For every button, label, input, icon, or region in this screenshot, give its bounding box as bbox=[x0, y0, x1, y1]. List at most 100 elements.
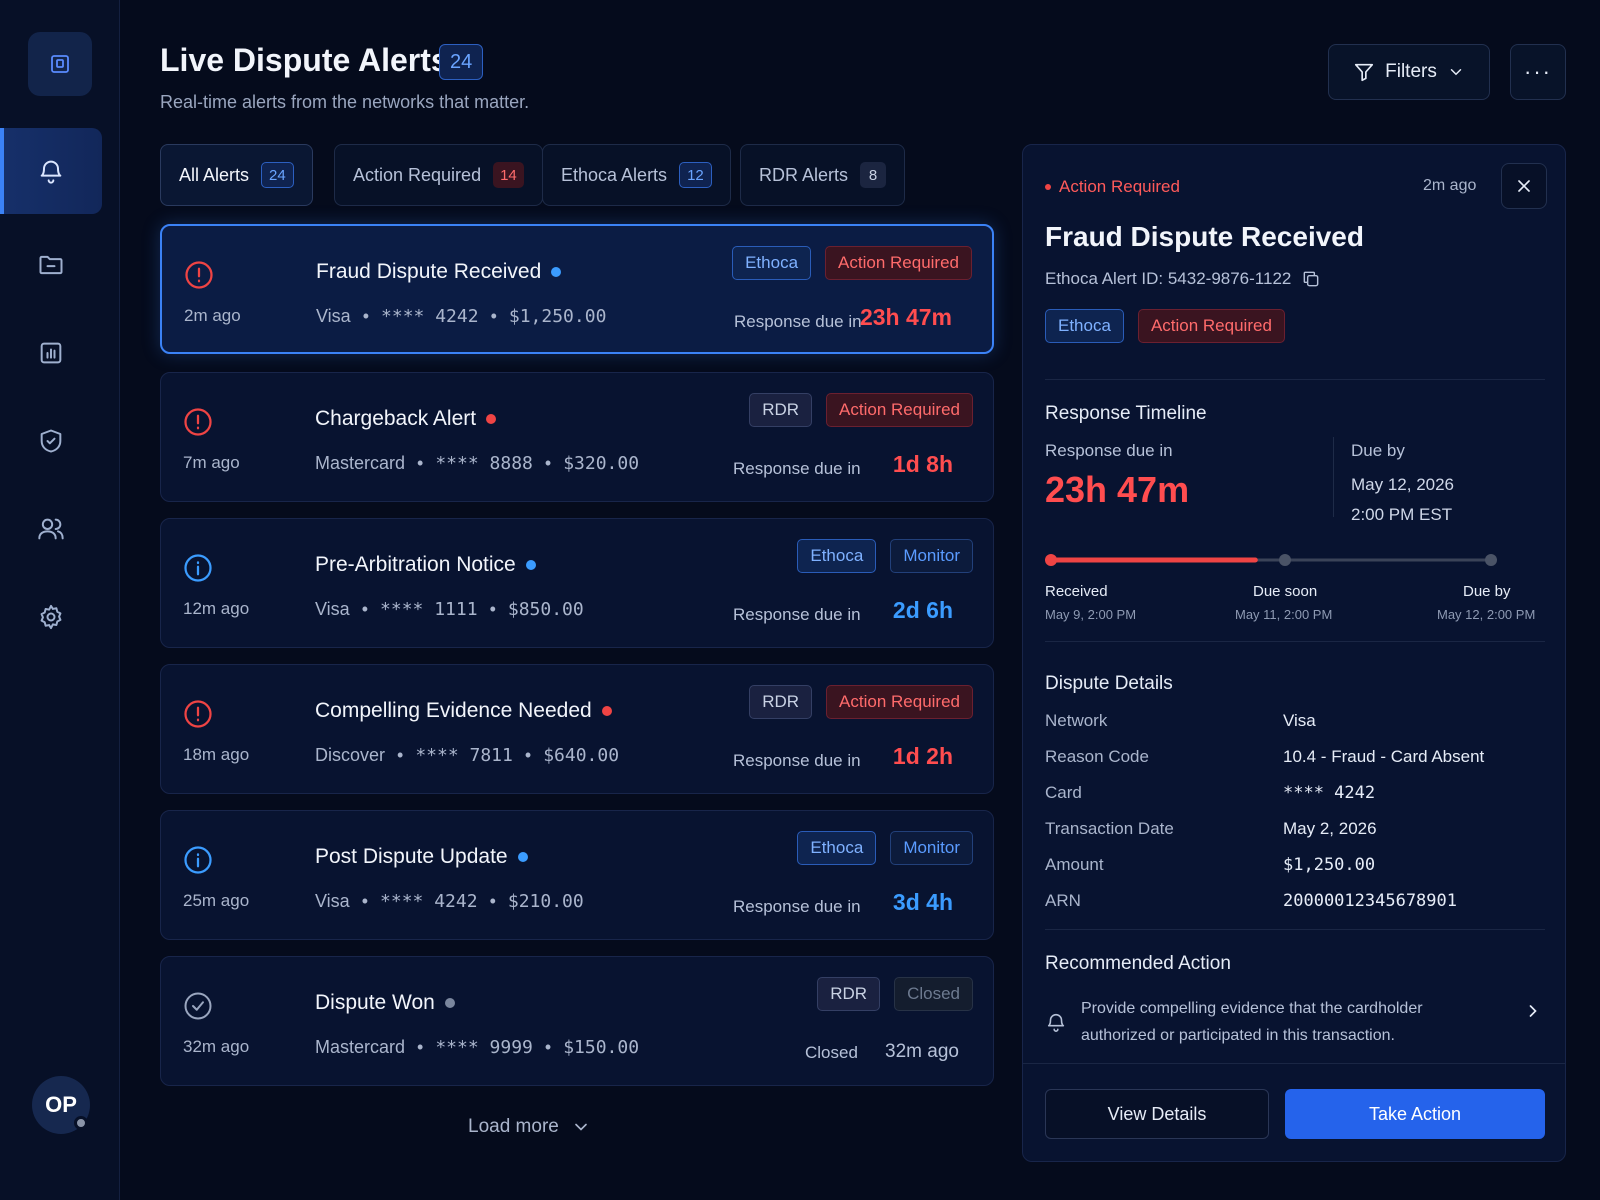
timeline-point-received bbox=[1045, 554, 1057, 566]
take-action-button[interactable]: Take Action bbox=[1285, 1089, 1545, 1139]
tab-all-alerts[interactable]: All Alerts 24 bbox=[160, 144, 313, 206]
tab-label: Ethoca Alerts bbox=[561, 164, 668, 185]
due-value: 3d 4h bbox=[892, 889, 953, 915]
detail-value: $1,250.00 bbox=[1283, 855, 1376, 875]
detail-due-label: Response due in bbox=[1045, 441, 1173, 460]
alert-card[interactable]: 7m ago Chargeback Alert Mastercard • **** … bbox=[160, 372, 994, 502]
detail-status: Action Required bbox=[1045, 177, 1180, 197]
milestone-date: May 9, 2:00 PM bbox=[1045, 607, 1137, 622]
milestone-date: May 11, 2:00 PM bbox=[1235, 607, 1333, 622]
alert-card[interactable]: 25m ago Post Dispute Update Visa • **** 42… bbox=[160, 810, 994, 940]
status-badge: Action Required bbox=[826, 393, 973, 427]
nav-users[interactable] bbox=[0, 486, 102, 572]
tab-count: 24 bbox=[261, 162, 294, 188]
load-more-button[interactable]: Load more bbox=[468, 1116, 591, 1138]
milestone-label: Due soon bbox=[1253, 583, 1318, 600]
more-options-button[interactable]: ··· bbox=[1510, 44, 1566, 100]
nav-security[interactable] bbox=[0, 398, 102, 484]
alert-age: 25m ago bbox=[183, 891, 250, 910]
status-badge: Monitor bbox=[890, 539, 973, 573]
alert-title: Compelling Evidence Needed bbox=[315, 699, 612, 723]
detail-key: ARN bbox=[1045, 891, 1081, 910]
alert-age: 2m ago bbox=[184, 306, 241, 325]
alert-meta: Visa • **** 1111 • $850.00 bbox=[315, 599, 584, 620]
read-dot bbox=[444, 998, 455, 1008]
nav-reports[interactable] bbox=[0, 310, 102, 396]
close-panel-button[interactable] bbox=[1501, 163, 1547, 209]
timeline-title: Response Timeline bbox=[1045, 403, 1207, 424]
due-label: Response due in bbox=[734, 312, 862, 331]
unread-dot bbox=[551, 267, 562, 277]
logo-icon bbox=[51, 55, 69, 73]
gear-icon bbox=[40, 604, 62, 630]
alert-title: Dispute Won bbox=[315, 991, 455, 1015]
divider bbox=[1045, 929, 1545, 930]
bell-icon bbox=[1047, 1013, 1065, 1032]
divider bbox=[1333, 437, 1334, 517]
alert-age: 18m ago bbox=[183, 745, 250, 764]
alert-title: Chargeback Alert bbox=[315, 407, 497, 431]
page-title: Live Dispute Alerts bbox=[160, 42, 449, 78]
tab-ethoca-alerts[interactable]: Ethoca Alerts 12 bbox=[542, 144, 731, 206]
divider bbox=[1045, 641, 1545, 642]
divider bbox=[1045, 379, 1545, 380]
info-circle-icon bbox=[184, 846, 212, 874]
recommended-text[interactable]: Provide compelling evidence that the car… bbox=[1081, 1000, 1423, 1044]
alert-circle-icon bbox=[184, 408, 212, 436]
filters-label: Filters bbox=[1385, 61, 1437, 82]
detail-value: 10.4 - Fraud - Card Absent bbox=[1283, 747, 1485, 766]
closed-time: 32m ago bbox=[885, 1041, 959, 1062]
alert-meta: Discover • **** 7811 • $640.00 bbox=[315, 745, 620, 766]
nav-alerts[interactable] bbox=[0, 128, 102, 214]
status-badge: Action Required bbox=[825, 246, 972, 280]
alert-title: Post Dispute Update bbox=[315, 845, 528, 869]
load-more-label: Load more bbox=[468, 1116, 559, 1137]
recommended-title: Recommended Action bbox=[1045, 953, 1231, 974]
chevron-down-icon bbox=[1450, 69, 1462, 76]
alert-card[interactable]: 18m ago Compelling Evidence Needed Disco… bbox=[160, 664, 994, 794]
tab-rdr-alerts[interactable]: RDR Alerts 8 bbox=[740, 144, 906, 206]
alert-age: 7m ago bbox=[183, 453, 240, 472]
chevron-down-icon bbox=[575, 1123, 587, 1131]
alert-count-badge: 24 bbox=[439, 44, 484, 80]
network-tag: RDR bbox=[817, 977, 881, 1011]
status-dot bbox=[1045, 184, 1051, 190]
copy-icon[interactable] bbox=[1301, 269, 1321, 289]
tab-count: 8 bbox=[860, 162, 887, 188]
chevron-right-icon[interactable] bbox=[1523, 1001, 1543, 1021]
detail-key: Transaction Date bbox=[1045, 819, 1174, 838]
filter-icon bbox=[1355, 63, 1374, 82]
detail-key: Amount bbox=[1045, 855, 1104, 874]
page-subtitle: Real-time alerts from the networks that … bbox=[160, 92, 530, 112]
timeline-progress bbox=[1051, 557, 1258, 563]
alert-card[interactable]: 2m ago Fraud Dispute Received Visa • **** … bbox=[160, 224, 994, 354]
app-logo[interactable] bbox=[28, 32, 92, 96]
due-value: 2d 6h bbox=[892, 597, 953, 623]
sidebar: OP bbox=[0, 0, 120, 1200]
tab-count: 14 bbox=[493, 162, 524, 188]
alert-circle-icon bbox=[185, 261, 213, 289]
alert-title: Fraud Dispute Received bbox=[316, 260, 562, 284]
tab-label: RDR Alerts bbox=[759, 164, 849, 185]
due-by-date: May 12, 2026 bbox=[1351, 475, 1455, 494]
detail-value: May 2, 2026 bbox=[1283, 819, 1377, 838]
filters-button[interactable]: Filters bbox=[1328, 44, 1490, 100]
status-badge: Monitor bbox=[890, 831, 973, 865]
due-value: 1d 8h bbox=[892, 451, 953, 477]
tab-action-required[interactable]: Action Required 14 bbox=[334, 144, 543, 206]
divider bbox=[1023, 1063, 1565, 1064]
timeline-point-due-soon bbox=[1279, 554, 1291, 566]
nav-cases[interactable] bbox=[0, 222, 102, 308]
alert-card[interactable]: 32m ago Dispute Won Mastercard • **** 9999… bbox=[160, 956, 994, 1086]
alert-card[interactable]: 12m ago Pre-Arbitration Notice Visa • ****… bbox=[160, 518, 994, 648]
unread-dot bbox=[486, 414, 497, 424]
detail-value: 20000012345678901 bbox=[1283, 891, 1457, 911]
network-tag: RDR bbox=[749, 393, 813, 427]
view-details-button[interactable]: View Details bbox=[1045, 1089, 1269, 1139]
check-circle-icon bbox=[184, 992, 212, 1020]
detail-key: Card bbox=[1045, 783, 1082, 802]
detail-title: Fraud Dispute Received bbox=[1045, 221, 1364, 252]
network-tag: Ethoca bbox=[797, 831, 877, 865]
nav-settings[interactable] bbox=[0, 574, 102, 660]
detail-due-value: 23h 47m bbox=[1045, 469, 1190, 510]
